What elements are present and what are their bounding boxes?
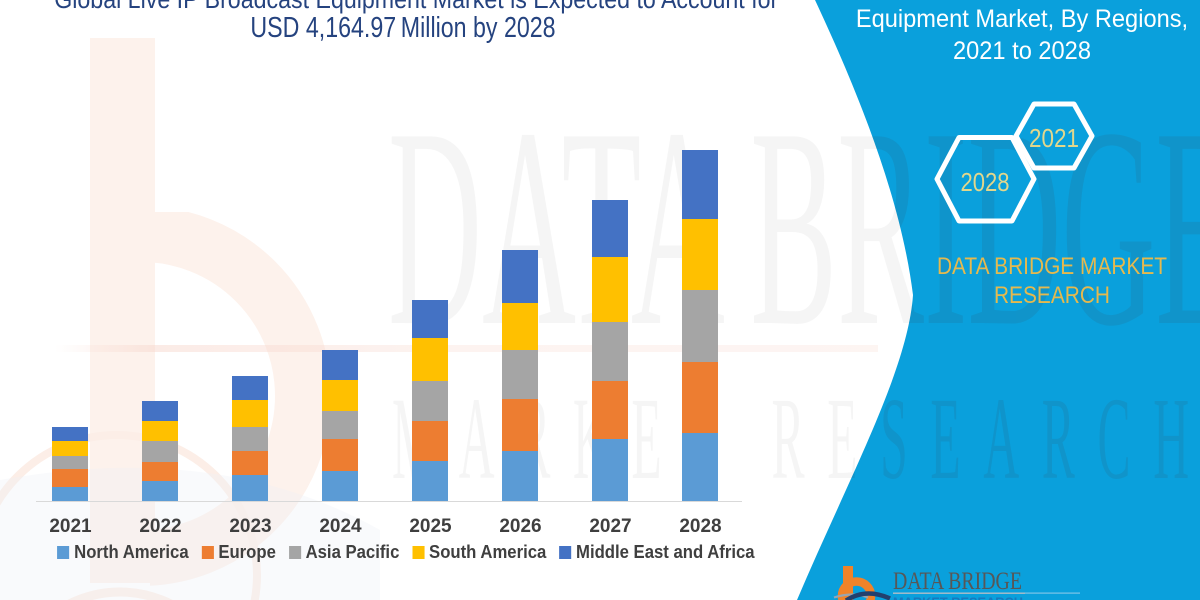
svg-text:2028: 2028 bbox=[961, 167, 1010, 197]
svg-text:DATA BRIDGE: DATA BRIDGE bbox=[893, 568, 1022, 595]
svg-text:2021: 2021 bbox=[1029, 123, 1079, 153]
svg-text:MARKET RESEARCH: MARKET RESEARCH bbox=[893, 595, 1023, 600]
